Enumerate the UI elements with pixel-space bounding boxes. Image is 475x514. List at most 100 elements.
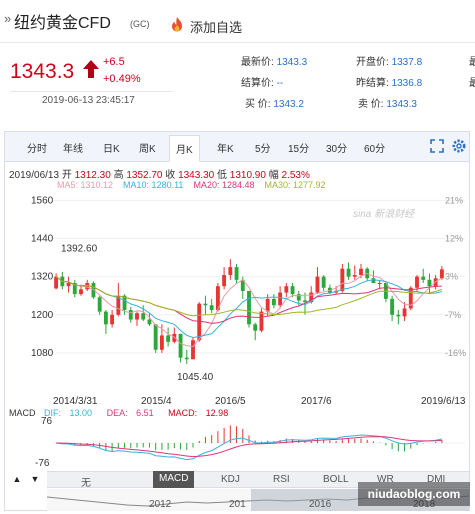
y-tick-label: 1440 — [31, 234, 54, 245]
candle-body — [278, 292, 283, 306]
candle-body — [122, 295, 127, 311]
title-bar: » 纽约黄金CFD (GC) 添加自选 — [0, 0, 475, 46]
candle-body — [271, 298, 276, 306]
candle-body — [352, 275, 357, 277]
indicator-none[interactable]: 无 — [81, 478, 91, 489]
candle-body — [178, 333, 183, 358]
divider — [0, 42, 475, 43]
y-tick-label: 1200 — [31, 310, 54, 321]
tab-week-k[interactable]: 周K — [139, 144, 156, 155]
sina-watermark: sina 新浪财经 — [353, 208, 415, 220]
y-tick-label: 1080 — [31, 348, 54, 359]
candle-body — [116, 295, 121, 315]
candle-body — [340, 268, 345, 291]
arrow-up-icon — [83, 60, 99, 78]
quote-prev-settle: 昨结算: 1336.8 — [356, 78, 423, 89]
candle-body — [439, 269, 444, 279]
candle-body — [377, 283, 382, 284]
quote-cut-2: 最 — [469, 78, 475, 89]
triangle-up-icon[interactable]: ▲ — [12, 474, 22, 484]
indicator-wr[interactable]: WR — [377, 474, 394, 485]
current-price: 1343.3 — [10, 60, 75, 83]
tab-15min[interactable]: 15分 — [288, 144, 310, 155]
instrument-code: (GC) — [130, 19, 150, 29]
candlestick-chart: 1560 21% 1440 12% 1320 3% 1200 -7% 1080 -16% sina … — [31, 195, 466, 469]
candle-body — [259, 311, 264, 331]
candle-body — [421, 276, 426, 280]
candle-body — [359, 268, 363, 276]
ohlc-readout: 2019/06/13 开 1312.30 高 1352.70 收 1343.30… — [9, 170, 310, 181]
candle-body — [296, 294, 301, 301]
period-tabs: 分时 年线 日K 周K 月K 年K 5分 15分 30分 60分 — [5, 132, 469, 162]
price-change-percent: +0.49% — [103, 73, 141, 85]
indicator-kdj[interactable]: KDJ — [221, 474, 240, 485]
ma-legend-item: MA10: 1280.11 — [123, 180, 184, 190]
ma-line — [55, 272, 443, 348]
ma-legend: MA5: 1310.12 MA10: 1280.11 MA20: 1284.48 MA… — [57, 180, 336, 190]
candle-body — [321, 276, 326, 288]
tab-year-line[interactable]: 年线 — [63, 144, 83, 155]
indicator-rsi[interactable]: RSI — [273, 474, 290, 485]
page-title: 纽约黄金CFD — [14, 15, 111, 32]
tab-day-k[interactable]: 日K — [103, 144, 120, 155]
ma-line — [55, 276, 443, 317]
pct-tick-label: 12% — [445, 234, 463, 244]
triangle-down-icon[interactable]: ▼ — [30, 474, 40, 484]
tab-timeshare[interactable]: 分时 — [27, 144, 47, 155]
candle-body — [284, 286, 289, 293]
price-change: +6.5 — [103, 56, 125, 68]
macd-y-tick: 76 — [41, 416, 53, 427]
tab-month-k[interactable]: 月K — [169, 135, 200, 162]
tab-30min[interactable]: 30分 — [326, 144, 348, 155]
candle-body — [303, 300, 307, 303]
tab-60min[interactable]: 60分 — [364, 144, 386, 155]
indicator-dmi[interactable]: DMI — [427, 474, 446, 485]
y-tick-label: 1320 — [31, 272, 54, 283]
candle-body — [290, 286, 295, 295]
candle-body — [66, 283, 71, 287]
x-tick-label: 2017/6 — [301, 396, 332, 407]
candle-body — [184, 357, 189, 360]
tab-5min[interactable]: 5分 — [255, 144, 271, 155]
indicator-macd[interactable]: MACD — [153, 471, 195, 488]
candle-body — [371, 278, 376, 283]
fullscreen-icon[interactable] — [429, 138, 445, 154]
tab-year-k[interactable]: 年K — [217, 144, 234, 155]
x-tick-label: 2014/3/31 — [53, 396, 98, 407]
candle-body — [309, 292, 314, 303]
settings-icon[interactable] — [451, 138, 467, 154]
candle-body — [228, 267, 233, 276]
candle-body — [390, 298, 395, 315]
add-favorite-link[interactable]: 添加自选 — [190, 20, 243, 35]
candle-body — [427, 279, 432, 287]
candle-body — [415, 276, 419, 288]
candle-body — [97, 297, 102, 312]
candle-body — [346, 268, 351, 277]
candle-body — [85, 283, 90, 290]
candle-body — [408, 287, 413, 309]
candle-body — [72, 283, 77, 295]
quote-cut-1: 最 — [469, 57, 475, 68]
candle-body — [103, 311, 108, 325]
candle-body — [265, 298, 270, 312]
candle-body — [247, 290, 251, 325]
candle-body — [110, 314, 115, 325]
macd-legend: MACD DIF: 13.00 DEA: 6.51 MACD: 12.98 — [9, 408, 229, 418]
max-annotation: 1392.60 — [61, 244, 98, 255]
candle-body — [141, 313, 146, 320]
fire-icon[interactable] — [170, 16, 184, 32]
ma-line — [55, 276, 443, 339]
candle-body — [402, 308, 407, 317]
candle-body — [172, 333, 177, 342]
quote-timestamp: 2019-06-13 23:45:17 — [42, 95, 135, 106]
candle-body — [240, 279, 245, 291]
candle-body — [91, 283, 96, 298]
quote-settle: 结算价: -- — [241, 78, 284, 89]
divider — [10, 91, 172, 92]
breadcrumb-chevron[interactable]: » — [4, 11, 12, 26]
indicator-boll[interactable]: BOLL — [323, 474, 349, 485]
candle-body — [215, 286, 220, 311]
candle-body — [197, 303, 202, 341]
navigator-year: 2016 — [309, 499, 332, 510]
macd-y-tick: -76 — [35, 458, 50, 469]
